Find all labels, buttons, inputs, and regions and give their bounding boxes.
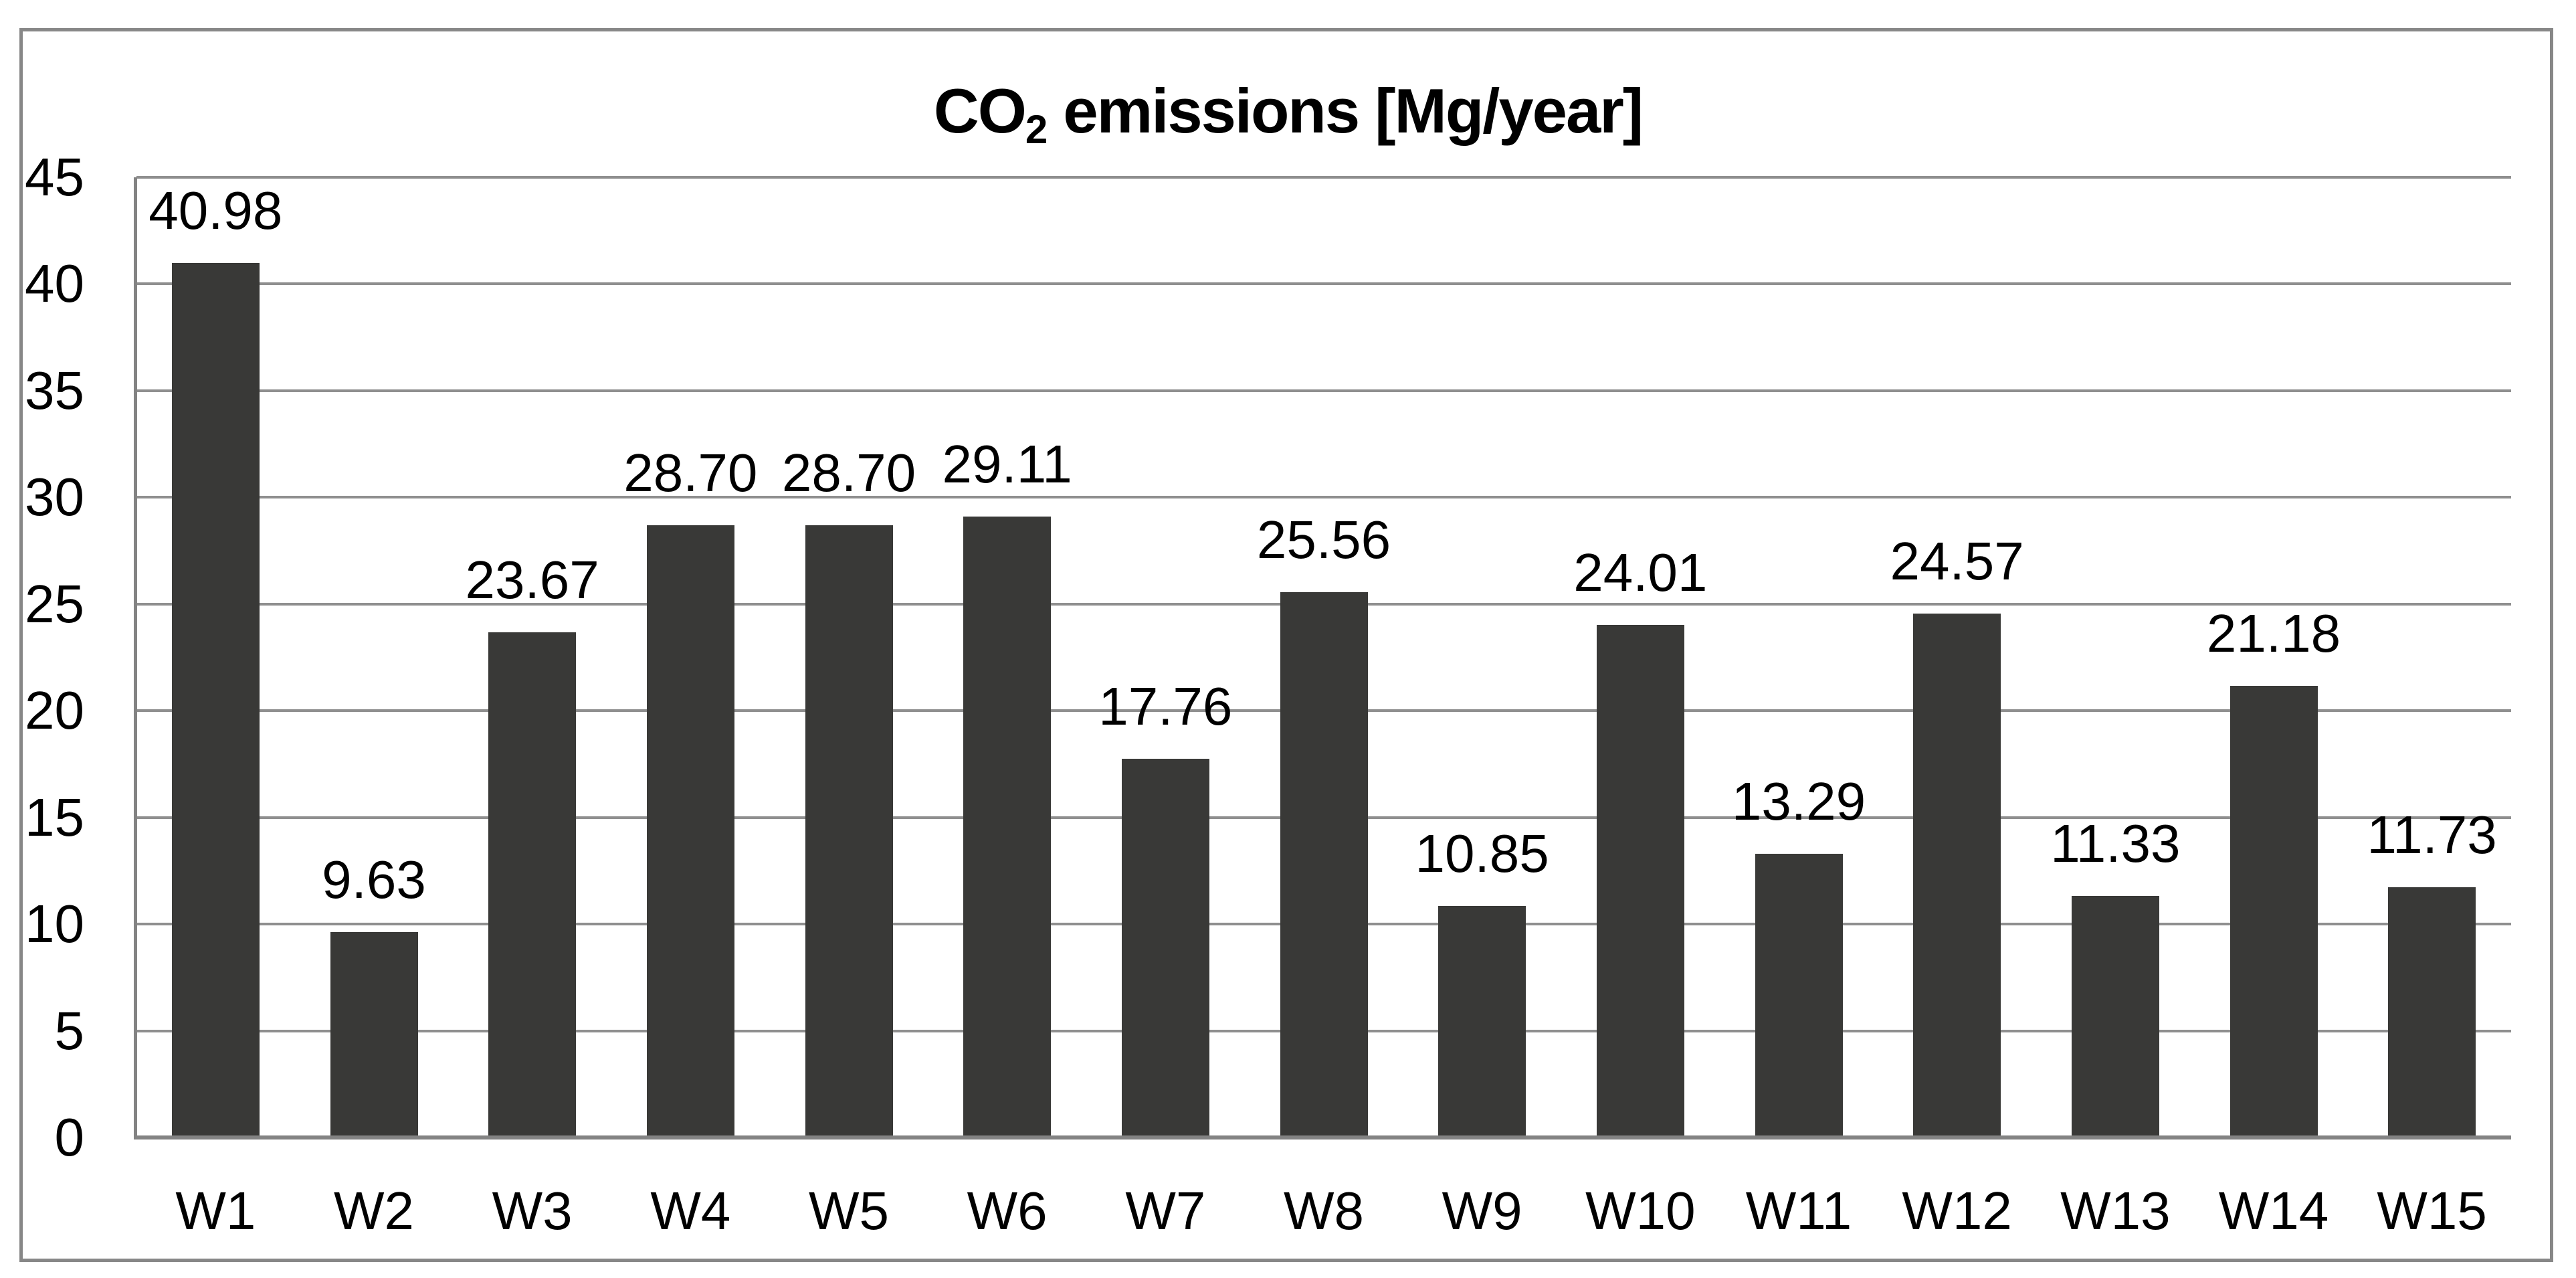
x-tick-label-W10: W10 bbox=[1585, 1181, 1696, 1241]
bar-W14 bbox=[2230, 685, 2318, 1137]
y-tick-label-0: 0 bbox=[54, 1107, 85, 1167]
x-tick-label-W1: W1 bbox=[175, 1181, 256, 1241]
gridline-y-30 bbox=[136, 496, 2511, 499]
bar-value-label-W12: 24.57 bbox=[1890, 531, 2024, 591]
x-tick-label-W9: W9 bbox=[1442, 1181, 1522, 1241]
gridline-y-40 bbox=[136, 282, 2511, 286]
bar-W6 bbox=[963, 516, 1052, 1137]
y-tick-label-20: 20 bbox=[25, 680, 84, 741]
y-axis-line bbox=[134, 177, 137, 1139]
bar-W5 bbox=[805, 525, 893, 1137]
y-tick-label-45: 45 bbox=[25, 147, 84, 207]
bar-W7 bbox=[1121, 758, 1209, 1137]
x-tick-label-W7: W7 bbox=[1125, 1181, 1206, 1241]
bar-value-label-W3: 23.67 bbox=[465, 550, 599, 610]
y-tick-label-40: 40 bbox=[25, 254, 84, 314]
figure-border bbox=[19, 28, 2553, 1262]
y-tick-label-10: 10 bbox=[25, 894, 84, 954]
bar-W1 bbox=[171, 263, 260, 1137]
gridline-y-35 bbox=[136, 389, 2511, 392]
bar-value-label-W4: 28.70 bbox=[623, 442, 758, 503]
x-tick-label-W11: W11 bbox=[1745, 1181, 1852, 1241]
bar-value-label-W1: 40.98 bbox=[148, 181, 283, 241]
bar-W9 bbox=[1438, 906, 1526, 1137]
x-tick-label-W14: W14 bbox=[2218, 1181, 2329, 1241]
bar-value-label-W11: 13.29 bbox=[1731, 771, 1866, 832]
y-tick-label-15: 15 bbox=[25, 787, 84, 847]
bar-value-label-W5: 28.70 bbox=[781, 442, 916, 503]
bar-value-label-W9: 10.85 bbox=[1415, 824, 1549, 884]
plot-area: 40.98 9.63 23.67 28.70 28.70 29.11 17.76 25.56 1… bbox=[134, 176, 2511, 1139]
x-tick-label-W3: W3 bbox=[492, 1181, 573, 1241]
bar-W8 bbox=[1280, 591, 1368, 1137]
x-tick-label-W13: W13 bbox=[2060, 1181, 2171, 1241]
bar-value-label-W15: 11.73 bbox=[2367, 804, 2497, 864]
y-tick-label-25: 25 bbox=[25, 573, 84, 634]
chart-title-subscript: 2 bbox=[1025, 107, 1048, 152]
x-tick-label-W6: W6 bbox=[967, 1181, 1048, 1241]
y-tick-label-35: 35 bbox=[25, 360, 84, 420]
x-tick-label-W12: W12 bbox=[1902, 1181, 2012, 1241]
chart-title-main: CO bbox=[933, 76, 1027, 146]
bar-value-label-W2: 9.63 bbox=[322, 849, 426, 909]
x-tick-label-W4: W4 bbox=[650, 1181, 731, 1241]
x-tick-label-W2: W2 bbox=[333, 1181, 414, 1241]
bar-W13 bbox=[2071, 895, 2159, 1137]
y-tick-label-30: 30 bbox=[25, 467, 84, 527]
bar-value-label-W8: 25.56 bbox=[1256, 509, 1391, 569]
x-tick-label-W15: W15 bbox=[2377, 1181, 2487, 1241]
chart-title: CO2 emissions [Mg/year] bbox=[0, 75, 2576, 153]
x-tick-label-W8: W8 bbox=[1283, 1181, 1364, 1241]
bar-W2 bbox=[330, 931, 418, 1137]
bar-W10 bbox=[1596, 625, 1684, 1137]
y-tick-label-5: 5 bbox=[54, 1000, 85, 1061]
bar-value-label-W14: 21.18 bbox=[2206, 603, 2341, 663]
chart-title-rest: emissions [Mg/year] bbox=[1047, 76, 1644, 146]
bar-W11 bbox=[1755, 854, 1843, 1137]
gridline-y-45 bbox=[136, 176, 2511, 179]
bar-value-label-W10: 24.01 bbox=[1573, 543, 1708, 603]
bar-W15 bbox=[2388, 887, 2476, 1137]
bar-W4 bbox=[646, 525, 734, 1137]
bar-value-label-W7: 17.76 bbox=[1098, 676, 1233, 736]
x-tick-label-W5: W5 bbox=[808, 1181, 889, 1241]
bar-W12 bbox=[1913, 613, 2001, 1137]
bar-value-label-W6: 29.11 bbox=[942, 434, 1072, 494]
x-axis-line bbox=[136, 1135, 2511, 1139]
bar-value-label-W13: 11.33 bbox=[2050, 813, 2181, 873]
bar-W3 bbox=[488, 632, 577, 1137]
